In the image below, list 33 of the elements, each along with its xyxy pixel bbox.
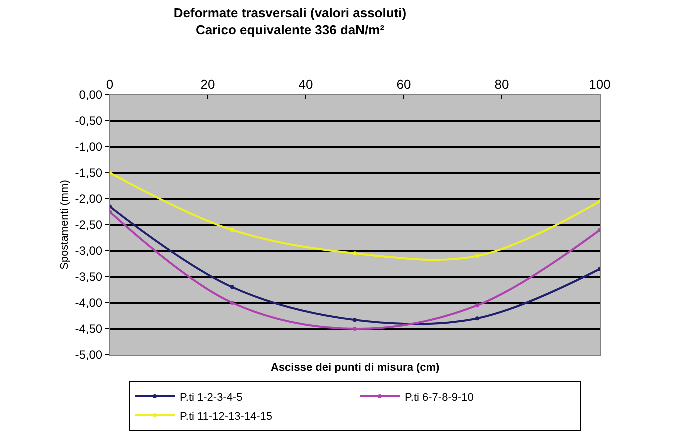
- y-tick-label: -1,00: [75, 140, 103, 154]
- point: [353, 327, 357, 331]
- point: [230, 285, 234, 290]
- x-tick-label: 60: [396, 76, 412, 92]
- y-tick-label: -2,00: [75, 192, 103, 206]
- x-axis-title: Ascisse dei punti di misura (cm): [271, 362, 440, 374]
- y-tick-label: -0,50: [75, 114, 103, 128]
- point: [353, 252, 357, 256]
- x-tick-label: 0: [106, 76, 114, 92]
- y-tick-label: 0,00: [79, 88, 103, 102]
- chart-title: Deformate trasversali (valori assoluti): [174, 6, 407, 21]
- y-tick-label: -3,50: [75, 270, 103, 284]
- y-tick-label: -5,00: [75, 348, 103, 362]
- x-tick-label: 40: [298, 76, 314, 92]
- x-tick-label: 100: [589, 76, 611, 92]
- x-tick-label: 80: [494, 76, 510, 92]
- y-tick-label: -4,00: [75, 296, 103, 310]
- chart-subtitle: Carico equivalente 336 daN/m²: [196, 22, 386, 38]
- point: [476, 254, 480, 258]
- legend-label: P.ti 11-12-13-14-15: [180, 410, 273, 423]
- point: [476, 304, 480, 308]
- x-tick-label: 20: [200, 76, 216, 92]
- point: [230, 228, 234, 232]
- y-axis-title: Spostamenti (mm): [58, 180, 71, 270]
- y-tick-label: -4,50: [75, 322, 103, 336]
- legend-label: P.ti 1-2-3-4-5: [180, 392, 243, 404]
- y-tick-label: -1,50: [75, 166, 103, 180]
- point: [476, 316, 480, 321]
- legend-label: P.ti 6-7-8-9-10: [405, 392, 474, 404]
- point: [230, 301, 234, 305]
- point: [353, 318, 357, 322]
- y-tick-label: -2,50: [75, 218, 103, 232]
- y-tick-label: -3,00: [75, 244, 103, 258]
